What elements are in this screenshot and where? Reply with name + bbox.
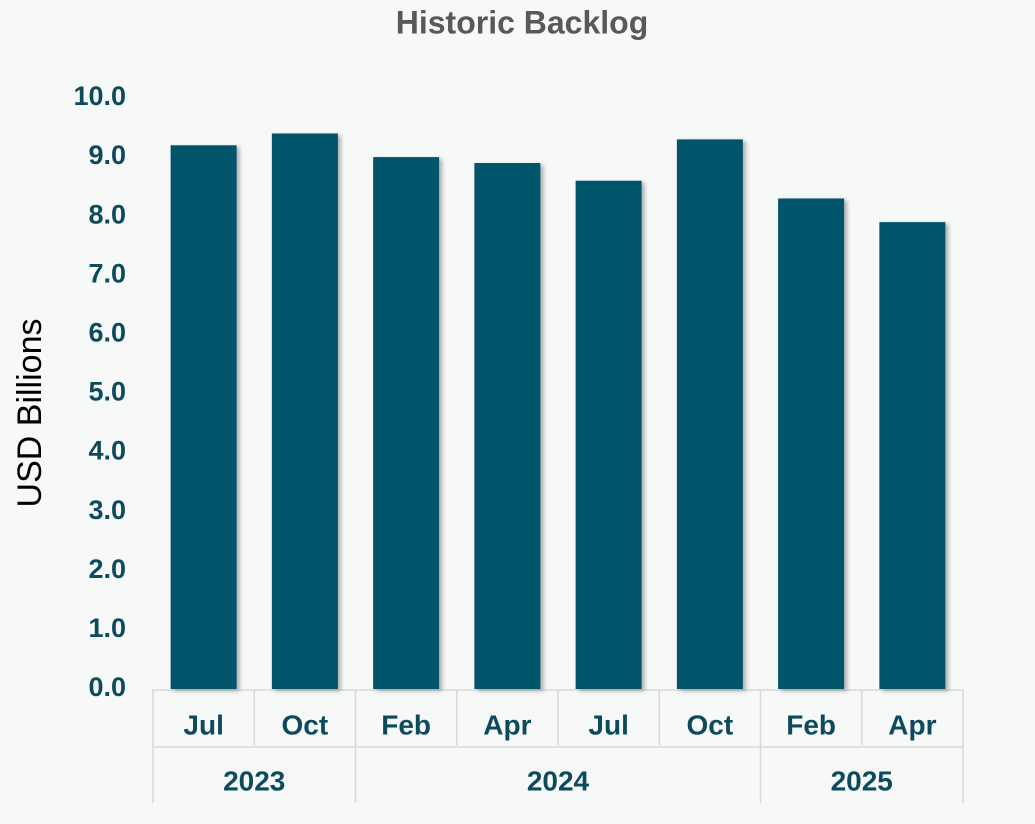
x-tick-label: Oct bbox=[282, 709, 329, 740]
y-tick-label: 5.0 bbox=[88, 377, 126, 407]
y-tick-label: 7.0 bbox=[88, 258, 126, 288]
x-tick-label: Oct bbox=[687, 709, 734, 740]
y-tick-label: 2.0 bbox=[88, 554, 126, 584]
x-tick-label: Feb bbox=[786, 709, 836, 740]
group-label: 2024 bbox=[527, 765, 590, 796]
bar bbox=[676, 139, 743, 689]
group-label: 2023 bbox=[223, 765, 285, 796]
y-tick-label: 3.0 bbox=[88, 495, 126, 525]
x-tick-label: Apr bbox=[483, 709, 531, 740]
bar bbox=[373, 157, 440, 690]
y-tick-label: 0.0 bbox=[88, 672, 126, 702]
y-tick-label: 10.0 bbox=[73, 81, 126, 111]
group-label: 2025 bbox=[831, 765, 893, 796]
bar bbox=[474, 163, 541, 689]
y-axis-label: USD Billions bbox=[11, 319, 49, 508]
chart-title: Historic Backlog bbox=[396, 4, 649, 40]
bar bbox=[879, 222, 946, 690]
bar bbox=[170, 145, 237, 689]
y-tick-label: 9.0 bbox=[88, 140, 126, 170]
y-tick-label: 6.0 bbox=[88, 318, 126, 348]
x-tick-label: Apr bbox=[888, 709, 936, 740]
x-tick-label: Jul bbox=[183, 709, 223, 740]
x-tick-label: Feb bbox=[381, 709, 431, 740]
y-tick-label: 4.0 bbox=[88, 436, 126, 466]
y-tick-label: 1.0 bbox=[88, 613, 126, 643]
bar bbox=[575, 180, 642, 690]
y-tick-label: 8.0 bbox=[88, 199, 126, 229]
bar bbox=[778, 198, 845, 689]
bar bbox=[271, 133, 338, 689]
x-tick-label: Jul bbox=[588, 709, 628, 740]
